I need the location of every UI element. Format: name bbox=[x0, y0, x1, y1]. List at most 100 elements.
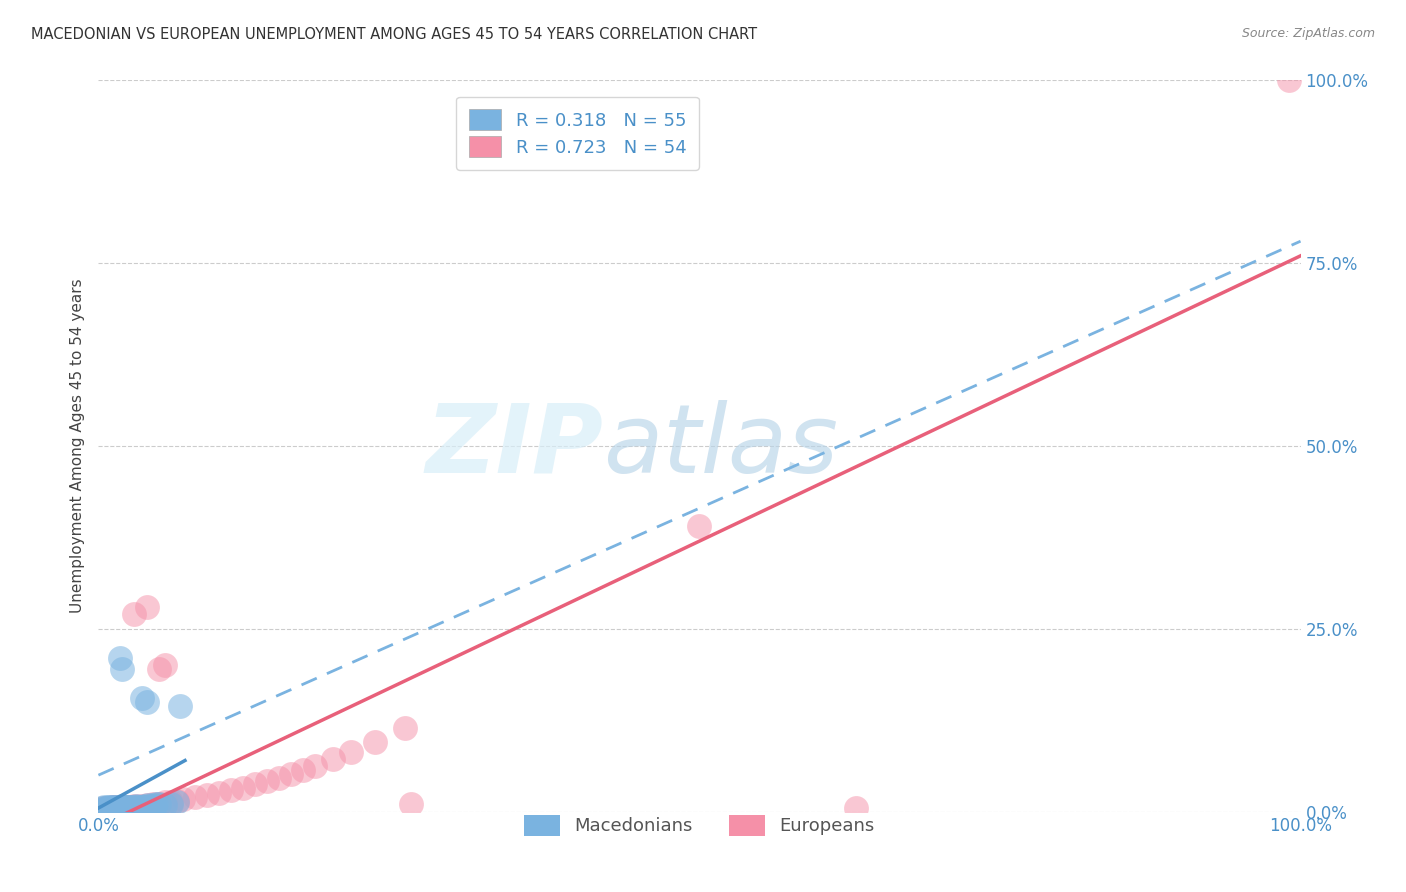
Point bbox=[124, 800, 146, 814]
Point bbox=[97, 803, 120, 817]
Point bbox=[105, 800, 128, 814]
Point bbox=[143, 798, 166, 813]
Point bbox=[134, 799, 156, 814]
Point bbox=[291, 763, 314, 777]
Point bbox=[139, 798, 162, 813]
Point bbox=[107, 802, 129, 816]
Point bbox=[105, 800, 128, 814]
Point bbox=[114, 799, 136, 814]
Point bbox=[256, 774, 278, 789]
Point bbox=[108, 801, 131, 815]
Point bbox=[127, 799, 149, 814]
Point bbox=[91, 801, 114, 815]
Point bbox=[129, 801, 152, 815]
Point bbox=[153, 795, 176, 809]
Point bbox=[107, 802, 129, 816]
Point bbox=[91, 803, 114, 817]
Point bbox=[136, 798, 159, 813]
Point bbox=[98, 801, 121, 815]
Point bbox=[94, 801, 117, 815]
Point bbox=[108, 800, 131, 814]
Point bbox=[91, 802, 114, 816]
Point bbox=[688, 519, 710, 533]
Point bbox=[141, 800, 163, 814]
Point bbox=[108, 801, 131, 815]
Point bbox=[93, 801, 115, 815]
Point bbox=[103, 799, 125, 814]
Point bbox=[208, 786, 231, 800]
Point bbox=[159, 795, 181, 809]
Point bbox=[101, 800, 124, 814]
Point bbox=[124, 607, 146, 622]
Text: Source: ZipAtlas.com: Source: ZipAtlas.com bbox=[1241, 27, 1375, 40]
Point bbox=[141, 798, 163, 813]
Y-axis label: Unemployment Among Ages 45 to 54 years: Unemployment Among Ages 45 to 54 years bbox=[69, 278, 84, 614]
Point bbox=[280, 766, 302, 780]
Point bbox=[145, 797, 167, 812]
Point bbox=[101, 801, 124, 815]
Point bbox=[110, 799, 132, 814]
Point bbox=[124, 798, 146, 813]
Point bbox=[166, 795, 188, 809]
Point bbox=[91, 802, 114, 816]
Point bbox=[118, 801, 141, 815]
Point bbox=[117, 799, 139, 814]
Point bbox=[121, 799, 143, 814]
Point bbox=[103, 799, 125, 814]
Point bbox=[845, 801, 868, 815]
Point bbox=[114, 799, 136, 814]
Point bbox=[153, 658, 176, 673]
Point bbox=[96, 802, 118, 816]
Point bbox=[267, 771, 290, 785]
Point bbox=[195, 788, 218, 802]
Point bbox=[100, 801, 122, 815]
Text: atlas: atlas bbox=[603, 400, 838, 492]
Point bbox=[169, 698, 191, 713]
Point bbox=[98, 801, 121, 815]
Text: ZIP: ZIP bbox=[426, 400, 603, 492]
Point bbox=[153, 798, 176, 813]
Point bbox=[399, 797, 422, 812]
Point bbox=[183, 790, 205, 805]
Point bbox=[138, 799, 160, 814]
Point bbox=[166, 794, 188, 808]
Point bbox=[131, 799, 153, 814]
Text: MACEDONIAN VS EUROPEAN UNEMPLOYMENT AMONG AGES 45 TO 54 YEARS CORRELATION CHART: MACEDONIAN VS EUROPEAN UNEMPLOYMENT AMON… bbox=[31, 27, 756, 42]
Point bbox=[115, 800, 138, 814]
Point bbox=[148, 797, 170, 812]
Point bbox=[122, 801, 145, 815]
Point bbox=[135, 798, 157, 813]
Point bbox=[243, 777, 266, 791]
Point bbox=[132, 800, 155, 814]
Point bbox=[148, 662, 170, 676]
Point bbox=[135, 695, 157, 709]
Point bbox=[117, 802, 139, 816]
Point bbox=[132, 798, 155, 813]
Point bbox=[104, 801, 127, 815]
Point bbox=[93, 800, 115, 814]
Point bbox=[135, 800, 157, 814]
Point bbox=[364, 734, 387, 748]
Point bbox=[322, 752, 344, 766]
Point bbox=[108, 799, 131, 814]
Legend: Macedonians, Europeans: Macedonians, Europeans bbox=[517, 807, 882, 843]
Point bbox=[108, 651, 131, 665]
Point bbox=[141, 797, 163, 812]
Point bbox=[104, 801, 127, 815]
Point bbox=[394, 721, 416, 735]
Point bbox=[111, 662, 134, 676]
Point bbox=[117, 800, 139, 814]
Point bbox=[219, 782, 242, 797]
Point bbox=[121, 799, 143, 814]
Point bbox=[128, 800, 150, 814]
Point bbox=[111, 798, 134, 813]
Point bbox=[111, 801, 134, 815]
Point bbox=[110, 800, 132, 814]
Point bbox=[172, 792, 194, 806]
Point bbox=[232, 780, 254, 795]
Point bbox=[132, 799, 155, 814]
Point bbox=[340, 745, 363, 759]
Point bbox=[96, 802, 118, 816]
Point bbox=[129, 798, 152, 813]
Point bbox=[148, 797, 170, 811]
